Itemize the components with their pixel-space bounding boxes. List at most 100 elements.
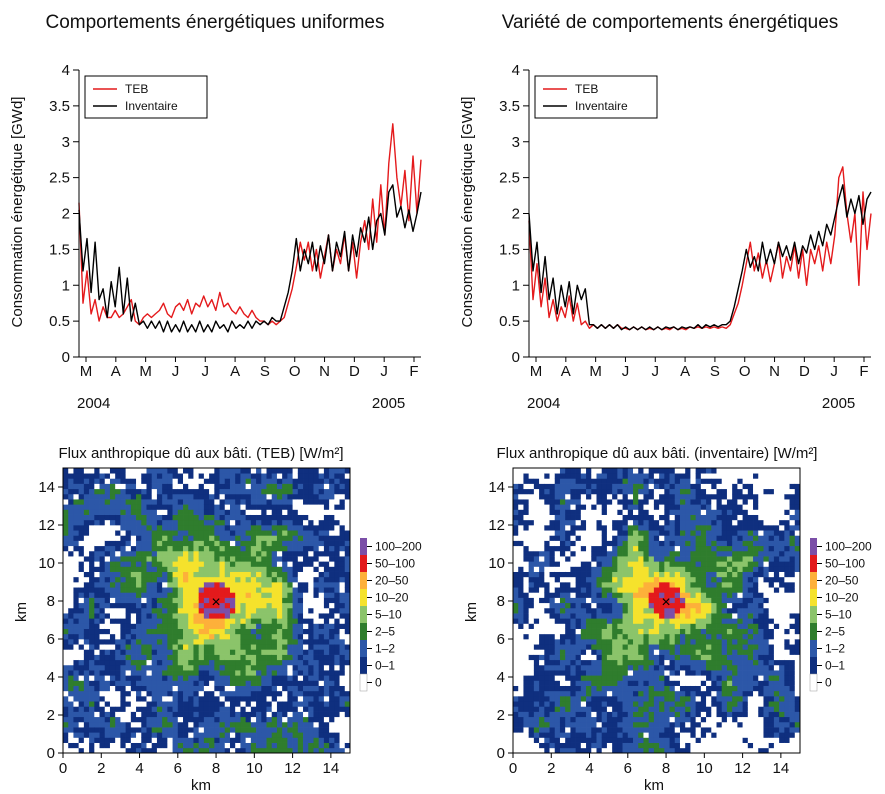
heatmap-cell (523, 582, 530, 588)
heatmap-cell (261, 561, 267, 567)
heatmap-cell (256, 592, 262, 598)
heatmap-cell (120, 618, 126, 624)
heatmap-cell (120, 530, 126, 536)
heatmap-cell (188, 478, 194, 484)
heatmap-cell (287, 685, 293, 692)
heatmap-cell (245, 654, 252, 661)
heatmap-cell (125, 545, 132, 552)
heatmap-cell (591, 597, 597, 604)
heatmap-cell (559, 690, 566, 697)
heatmap-cell (554, 607, 561, 614)
heatmap-cell (141, 690, 147, 697)
heatmap-cell (612, 587, 618, 593)
heatmap-cell (83, 535, 90, 541)
heatmap-cell (271, 659, 278, 666)
heatmap-cell (256, 721, 262, 728)
heatmap-cell (73, 633, 80, 640)
heatmap-cell (214, 732, 220, 738)
heatmap-cell (214, 701, 220, 707)
heatmap-cell (334, 701, 340, 707)
heatmap-cell (256, 488, 262, 495)
heatmap-cell (633, 747, 639, 754)
heatmap-cell (83, 504, 90, 510)
heatmap-cell (276, 499, 283, 505)
heatmap-cell (73, 592, 80, 598)
heatmap-cell (287, 530, 293, 536)
heatmap-cell (193, 478, 200, 484)
heatmap-cell (115, 483, 121, 490)
heatmap-cell (513, 540, 519, 547)
heatmap-cell (198, 654, 205, 661)
heatmap-cell (638, 535, 644, 541)
heatmap-cell (78, 514, 85, 521)
heatmap-cell (297, 592, 304, 598)
heatmap-cell (73, 509, 80, 515)
heatmap-cell (287, 504, 293, 510)
heatmap-cell (339, 478, 346, 484)
heatmap-cell (224, 561, 231, 567)
heatmap-cell (659, 493, 665, 500)
heatmap-cell (533, 561, 540, 567)
heatmap-cell (130, 670, 137, 676)
heatmap-cell (115, 690, 121, 697)
heatmap-cell (89, 582, 95, 588)
colorbar-label: 5–10 (375, 608, 402, 622)
heatmap-cell (627, 504, 634, 510)
heatmap-cell (664, 504, 670, 510)
heatmap-cell (271, 509, 278, 515)
heatmap-cell (83, 566, 90, 572)
heatmap-cell (648, 493, 655, 500)
heatmap-cell (156, 737, 163, 743)
heatmap-cell (627, 566, 634, 572)
heatmap-cell (513, 628, 519, 635)
heatmap-cell (209, 540, 215, 547)
heatmap-cell (633, 701, 639, 707)
heatmap-cell (235, 597, 241, 604)
heatmap-cell (245, 732, 252, 738)
heatmap-cell (224, 613, 231, 619)
heatmap-cell (549, 659, 556, 666)
heatmap-cell (303, 561, 309, 567)
heatmap-cell (596, 519, 603, 526)
heatmap-cell (580, 468, 587, 474)
heatmap-cell (141, 716, 147, 723)
heatmap-cell (203, 727, 210, 733)
heatmap-cell (674, 649, 681, 655)
heatmap-cell (303, 571, 309, 578)
heatmap-cell (214, 556, 220, 562)
heatmap-cell (523, 607, 530, 614)
heatmap-cell (617, 623, 623, 629)
heatmap-cell (518, 473, 524, 479)
heatmap-cell (68, 701, 74, 707)
heatmap-cell (544, 530, 550, 536)
heatmap-cell (266, 566, 273, 572)
heatmap-cell (565, 566, 571, 572)
heatmap-cell (104, 628, 111, 635)
heatmap-cell (638, 561, 644, 567)
heatmap-cell (575, 540, 582, 547)
heatmap-cell (292, 478, 299, 484)
heatmap-cell (334, 582, 340, 588)
heatmap-cell (271, 525, 278, 531)
heatmap-cell (297, 597, 304, 604)
heatmap-cell (136, 519, 142, 526)
heatmap-cell (308, 473, 314, 479)
heatmap-cell (125, 690, 132, 697)
heatmap-cell (329, 633, 335, 640)
heatmap-cell (188, 597, 194, 604)
heatmap-cell (183, 747, 189, 754)
heatmap-cell (198, 618, 205, 624)
heatmap-cell (570, 597, 576, 604)
heatmap-cell (528, 727, 535, 733)
heatmap-cell (523, 690, 530, 697)
heatmap-cell (617, 602, 623, 609)
heatmap-cell (669, 727, 676, 733)
heatmap-cell (339, 727, 346, 733)
heatmap-cell (533, 690, 540, 697)
heatmap-cell (203, 685, 210, 692)
heatmap-cell (653, 607, 660, 614)
heatmap-cell (329, 519, 335, 526)
heatmap-cell (344, 680, 351, 686)
heatmap-cell (68, 623, 74, 629)
heatmap-cell (162, 685, 168, 692)
